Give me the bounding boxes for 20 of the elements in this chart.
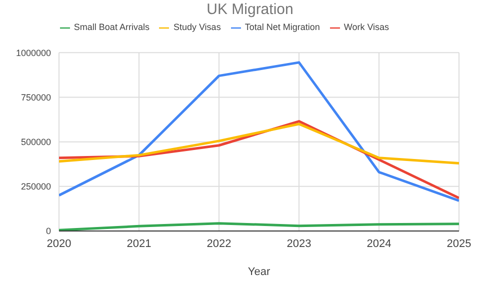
x-tick-label: 2024 bbox=[366, 238, 392, 250]
y-tick-label: 0 bbox=[46, 226, 51, 236]
x-tick-label: 2021 bbox=[126, 238, 152, 250]
x-tick-label: 2022 bbox=[206, 238, 232, 250]
legend-label: Study Visas bbox=[173, 22, 221, 32]
x-tick-label: 2023 bbox=[286, 238, 312, 250]
line-series bbox=[59, 61, 459, 202]
x-tick-label: 2025 bbox=[446, 238, 472, 250]
y-tick-label: 500000 bbox=[20, 137, 51, 148]
y-tick-label: 1000000 bbox=[16, 48, 51, 58]
legend-label: Total Net Migration bbox=[244, 22, 320, 32]
x-axis-title: Year bbox=[248, 266, 270, 278]
x-tick-label: 2020 bbox=[46, 238, 72, 250]
line-series bbox=[59, 122, 459, 164]
chart-title: UK Migration bbox=[206, 0, 294, 20]
y-tick-label: 750000 bbox=[20, 92, 51, 102]
legend-label: Work Visas bbox=[344, 22, 390, 32]
line-series bbox=[59, 222, 459, 231]
y-tick-label: 250000 bbox=[20, 182, 51, 192]
legend-label: Small Boat Arrivals bbox=[74, 22, 150, 32]
